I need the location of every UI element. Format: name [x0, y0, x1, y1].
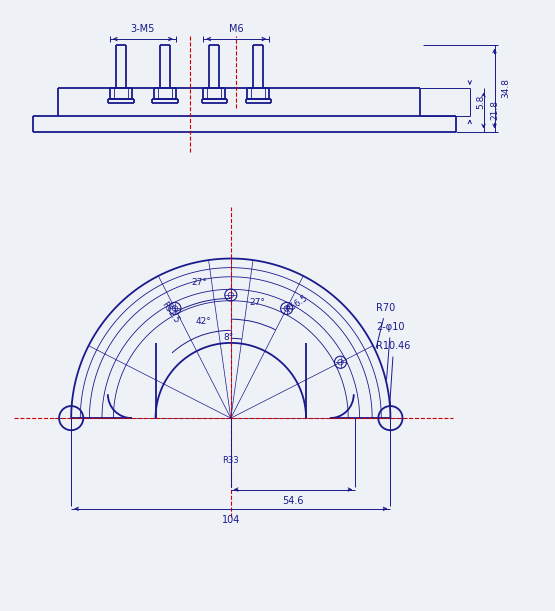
- Text: 54.6: 54.6: [282, 496, 304, 506]
- Text: 8°: 8°: [223, 333, 233, 342]
- Text: M6: M6: [229, 24, 244, 34]
- Text: 21.8: 21.8: [490, 100, 499, 120]
- Text: 3-M5: 3-M5: [130, 24, 155, 34]
- Text: 27°: 27°: [249, 299, 265, 307]
- Text: 27°: 27°: [191, 277, 207, 287]
- Text: 42°: 42°: [195, 317, 211, 326]
- Text: R51.5: R51.5: [159, 300, 180, 325]
- Text: 34.8: 34.8: [501, 78, 510, 98]
- Text: 5.8: 5.8: [476, 95, 486, 109]
- Text: R56.5: R56.5: [284, 293, 309, 315]
- Text: R33: R33: [223, 456, 239, 465]
- Text: R10.46: R10.46: [376, 342, 411, 401]
- Text: 104: 104: [221, 516, 240, 525]
- Text: R70: R70: [376, 303, 396, 348]
- Text: 2-φ10: 2-φ10: [376, 322, 405, 379]
